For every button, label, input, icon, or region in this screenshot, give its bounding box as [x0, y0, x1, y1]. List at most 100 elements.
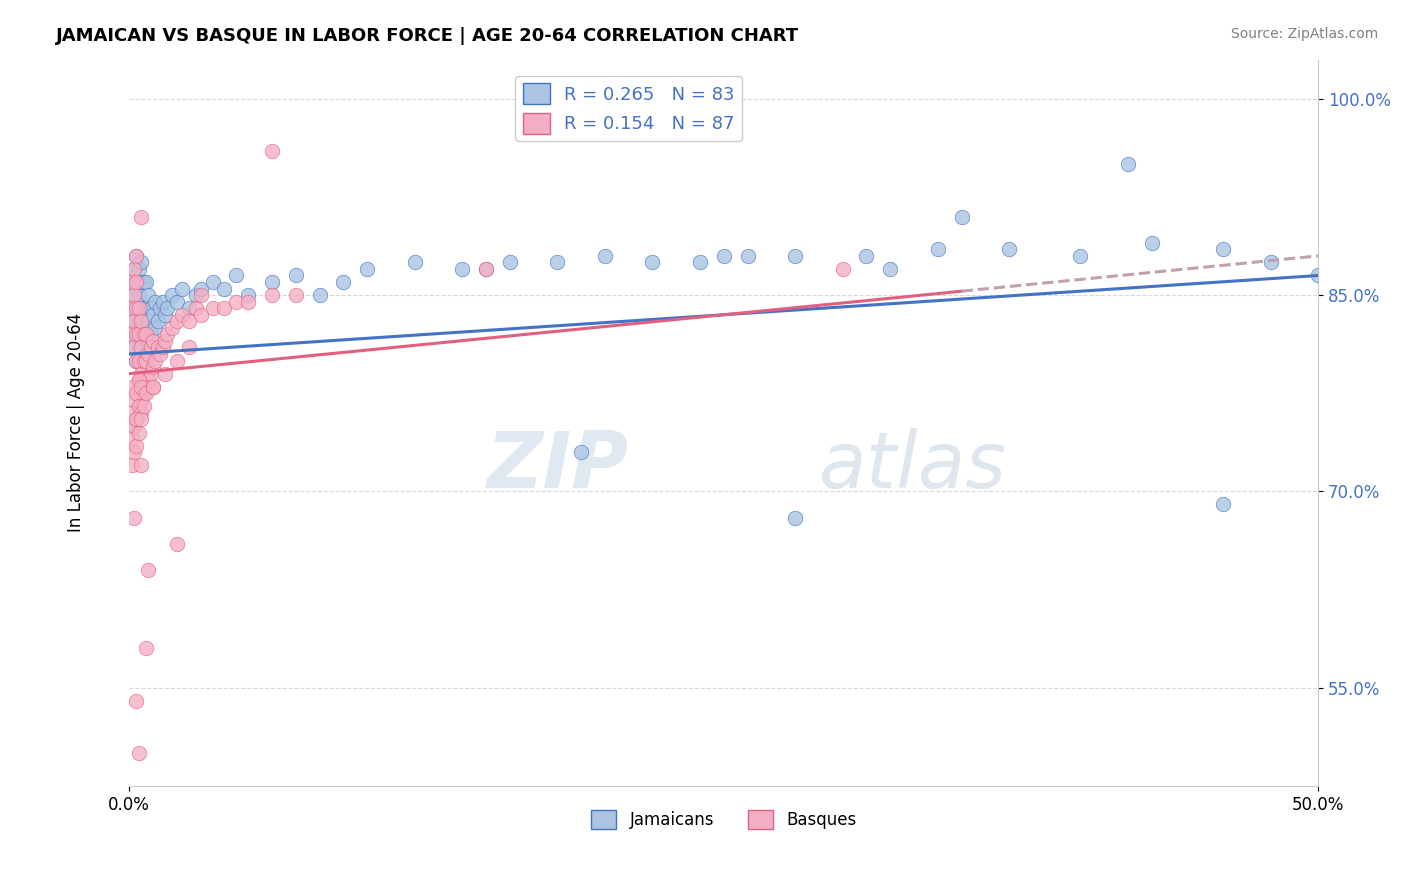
Point	[132, 400, 155, 414]
Point	[136, 563, 159, 577]
Point	[128, 341, 150, 355]
Point	[139, 367, 162, 381]
Point	[831, 262, 853, 277]
Point	[136, 334, 159, 348]
Point	[153, 367, 176, 381]
Point	[136, 373, 159, 387]
Point	[135, 275, 157, 289]
Point	[122, 419, 145, 434]
Text: atlas: atlas	[818, 428, 1007, 504]
Text: In Labor Force | Age 20-64: In Labor Force | Age 20-64	[66, 313, 84, 533]
Point	[129, 458, 152, 473]
Point	[121, 327, 143, 342]
Point	[129, 301, 152, 316]
Point	[177, 301, 200, 316]
Point	[129, 327, 152, 342]
Point	[121, 327, 143, 342]
Point	[149, 347, 172, 361]
Point	[170, 282, 193, 296]
Point	[145, 353, 167, 368]
Point	[128, 373, 150, 387]
Point	[160, 321, 183, 335]
Point	[145, 321, 167, 335]
Point	[713, 249, 735, 263]
Point	[128, 425, 150, 440]
Point	[569, 445, 592, 459]
Point	[121, 301, 143, 316]
Text: Source: ZipAtlas.com: Source: ZipAtlas.com	[1230, 27, 1378, 41]
Point	[128, 301, 150, 316]
Point	[546, 255, 568, 269]
Point	[260, 288, 283, 302]
Point	[125, 439, 148, 453]
Point	[593, 249, 616, 263]
Point	[121, 406, 143, 420]
Point	[122, 314, 145, 328]
Point	[125, 386, 148, 401]
Point	[129, 412, 152, 426]
Point	[121, 301, 143, 316]
Point	[129, 406, 152, 420]
Point	[132, 386, 155, 401]
Point	[128, 314, 150, 328]
Point	[201, 275, 224, 289]
Point	[125, 301, 148, 316]
Point	[129, 275, 152, 289]
Point	[166, 294, 188, 309]
Point	[177, 341, 200, 355]
Point	[499, 255, 522, 269]
Point	[135, 301, 157, 316]
Point	[998, 243, 1021, 257]
Point	[149, 301, 172, 316]
Point	[129, 210, 152, 224]
Point	[170, 308, 193, 322]
Point	[135, 386, 157, 401]
Point	[135, 353, 157, 368]
Point	[284, 268, 307, 283]
Point	[132, 321, 155, 335]
Point	[129, 353, 152, 368]
Point	[129, 367, 152, 381]
Point	[136, 314, 159, 328]
Point	[135, 327, 157, 342]
Point	[166, 314, 188, 328]
Point	[122, 314, 145, 328]
Point	[950, 210, 973, 224]
Point	[142, 308, 165, 322]
Point	[1212, 498, 1234, 512]
Point	[121, 380, 143, 394]
Point	[142, 334, 165, 348]
Point	[125, 301, 148, 316]
Legend: Jamaicans, Basques: Jamaicans, Basques	[585, 803, 863, 836]
Point	[122, 262, 145, 277]
Point	[201, 301, 224, 316]
Point	[160, 288, 183, 302]
Point	[1212, 243, 1234, 257]
Point	[135, 380, 157, 394]
Point	[156, 301, 179, 316]
Point	[142, 380, 165, 394]
Point	[139, 327, 162, 342]
Point	[125, 412, 148, 426]
Point	[190, 308, 212, 322]
Point	[1069, 249, 1091, 263]
Point	[190, 288, 212, 302]
Point	[153, 334, 176, 348]
Point	[132, 275, 155, 289]
Point	[879, 262, 901, 277]
Point	[142, 360, 165, 375]
Point	[927, 243, 949, 257]
Point	[122, 288, 145, 302]
Point	[125, 353, 148, 368]
Point	[785, 249, 807, 263]
Point	[125, 327, 148, 342]
Point	[135, 327, 157, 342]
Point	[125, 694, 148, 708]
Point	[128, 288, 150, 302]
Point	[785, 510, 807, 524]
Point	[332, 275, 354, 289]
Point	[1260, 255, 1282, 269]
Point	[129, 380, 152, 394]
Point	[689, 255, 711, 269]
Point	[128, 353, 150, 368]
